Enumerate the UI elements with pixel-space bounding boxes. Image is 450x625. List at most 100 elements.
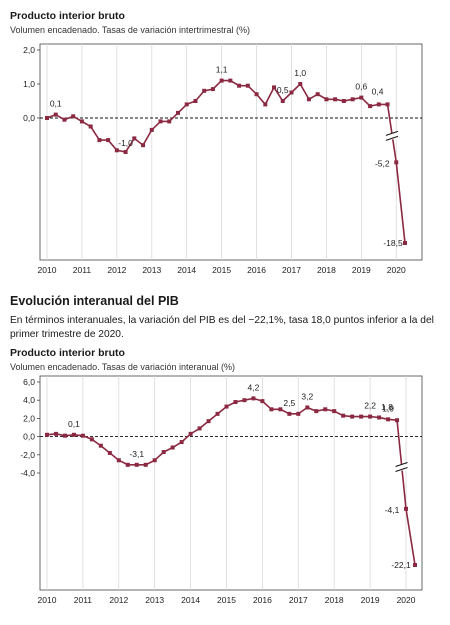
chart2-data-label: 2,5 [283, 398, 295, 408]
chart2-data-point [323, 407, 328, 412]
chart1-data-point [88, 124, 93, 129]
chart2-data-point [404, 506, 409, 511]
chart2-data-point [188, 431, 193, 436]
chart1-x-tick-label: 2011 [73, 265, 92, 275]
chart1-data-point [97, 138, 102, 143]
chart1-data-point [376, 102, 381, 107]
chart1-data-point [254, 92, 259, 97]
chart2-data-point [125, 462, 130, 467]
chart2-x-tick-label: 2017 [289, 595, 308, 605]
chart2-data-label: -22,1 [391, 560, 411, 570]
chart2-x-tick-label: 2012 [109, 595, 128, 605]
chart2-data-point [143, 462, 148, 467]
chart2-title: Producto interior bruto [10, 347, 125, 359]
chart2-data-point [260, 399, 265, 404]
chart1-subtitle: Volumen encadenado. Tasas de variación i… [10, 25, 250, 35]
chart2-data-label: 0,1 [68, 419, 80, 429]
chart2-plot-frame [39, 375, 423, 591]
chart2-y-tick-label: -4,0 [20, 468, 35, 478]
chart2-x-tick-label: 2010 [38, 595, 57, 605]
chart1-data-point [175, 110, 180, 115]
chart2-data-point [314, 409, 319, 414]
chart1-data-point [333, 97, 338, 102]
chart1-data-point [359, 95, 364, 100]
chart2-data-label: 2,2 [364, 401, 376, 411]
chart1-data-point [272, 85, 277, 90]
chart1-x-tick-label: 2020 [387, 265, 406, 275]
chart1-x-tick-label: 2018 [317, 265, 336, 275]
chart2-series-line [46, 397, 416, 566]
chart1-break-mask [385, 133, 398, 140]
chart2-data-point [53, 431, 58, 436]
chart1-data-point [184, 102, 189, 107]
chart1-data-label: -1,0 [118, 138, 133, 148]
chart1-y-tick-label: 0,0 [23, 113, 35, 123]
chart1-data-point [167, 119, 172, 124]
chart1-data-point [210, 87, 215, 92]
chart2-break-mask [395, 464, 408, 471]
chart2-break-mark [395, 462, 408, 468]
chart2-data-point [71, 432, 76, 437]
chart1-x-tick-label: 2016 [247, 265, 266, 275]
chart1-x-tick-label: 2015 [212, 265, 231, 275]
chart1-data-point [193, 99, 198, 103]
chart1-x-tick-label: 2019 [352, 265, 371, 275]
chart1-data-point [53, 112, 58, 117]
chart2-data-point [161, 450, 166, 455]
chart2-subtitle: Volumen encadenado. Tasas de variación i… [10, 362, 235, 372]
chart2-data-point [89, 437, 94, 442]
chart1-data-point [62, 117, 67, 122]
chart2-data-point [386, 417, 391, 422]
chart1-x-tick-label: 2017 [282, 265, 301, 275]
chart2-data-point [287, 411, 292, 416]
chart2-data-point [62, 433, 67, 438]
chart1-data-label: 0,6 [355, 82, 367, 92]
section-body: En términos interanuales, la variación d… [10, 315, 434, 340]
chart2-x-tick-label: 2018 [325, 595, 344, 605]
chart2-data-point [206, 419, 211, 424]
chart2-data-point [332, 409, 337, 414]
chart2-data-point [116, 458, 121, 463]
chart1-data-point [280, 99, 285, 103]
chart2-data-point [296, 411, 301, 416]
chart1-data-point [45, 116, 49, 120]
chart1-plot-frame [39, 43, 423, 261]
chart2-y-tick-label: 2,0 [23, 413, 35, 423]
chart1-data-point [403, 241, 407, 245]
chart2-data-label: 3,2 [301, 391, 313, 401]
chart2-data-point [359, 414, 364, 419]
chart2-x-tick-label: 2019 [361, 595, 380, 605]
chart2-x-tick-label: 2013 [145, 595, 164, 605]
chart1-data-point [368, 104, 373, 109]
chart2-data-label: -4,1 [385, 505, 400, 515]
chart1-data-point [149, 127, 154, 132]
chart1-x-tick-label: 2012 [107, 265, 126, 275]
chart1-title: Producto interior bruto [10, 10, 125, 22]
chart1-data-label: 0,4 [372, 86, 384, 96]
chart2-data-label: 1,9 [382, 403, 394, 413]
chart1-data-point [141, 143, 146, 148]
chart2-data-point [197, 426, 202, 431]
chart1-data-label: 0,1 [50, 99, 62, 109]
chart1-data-label: 1,0 [294, 68, 306, 78]
chart2-data-label: 1,8 [381, 402, 393, 412]
chart1-data-point [385, 102, 390, 107]
chart1-data-point [350, 97, 355, 102]
chart2-y-tick-label: -2,0 [20, 450, 35, 460]
chart2-data-point [107, 450, 112, 455]
chart2-data-point [170, 445, 175, 450]
chart1-data-label: 1,1 [216, 65, 228, 75]
chart1-data-label: 0,5 [277, 85, 289, 95]
chart1-data-point [341, 99, 346, 103]
chart1-data-point [228, 78, 233, 83]
chart1-data-label: -5,2 [375, 158, 390, 168]
chart2-data-point [251, 396, 256, 401]
chart2-data-point [350, 414, 355, 419]
chart1-data-point [219, 78, 224, 83]
chart2-data-point [368, 414, 373, 419]
chart1-x-tick-label: 2013 [142, 265, 161, 275]
chart1-data-point [106, 138, 111, 143]
chart1-data-point [237, 83, 242, 88]
chart1-data-point [315, 92, 320, 97]
